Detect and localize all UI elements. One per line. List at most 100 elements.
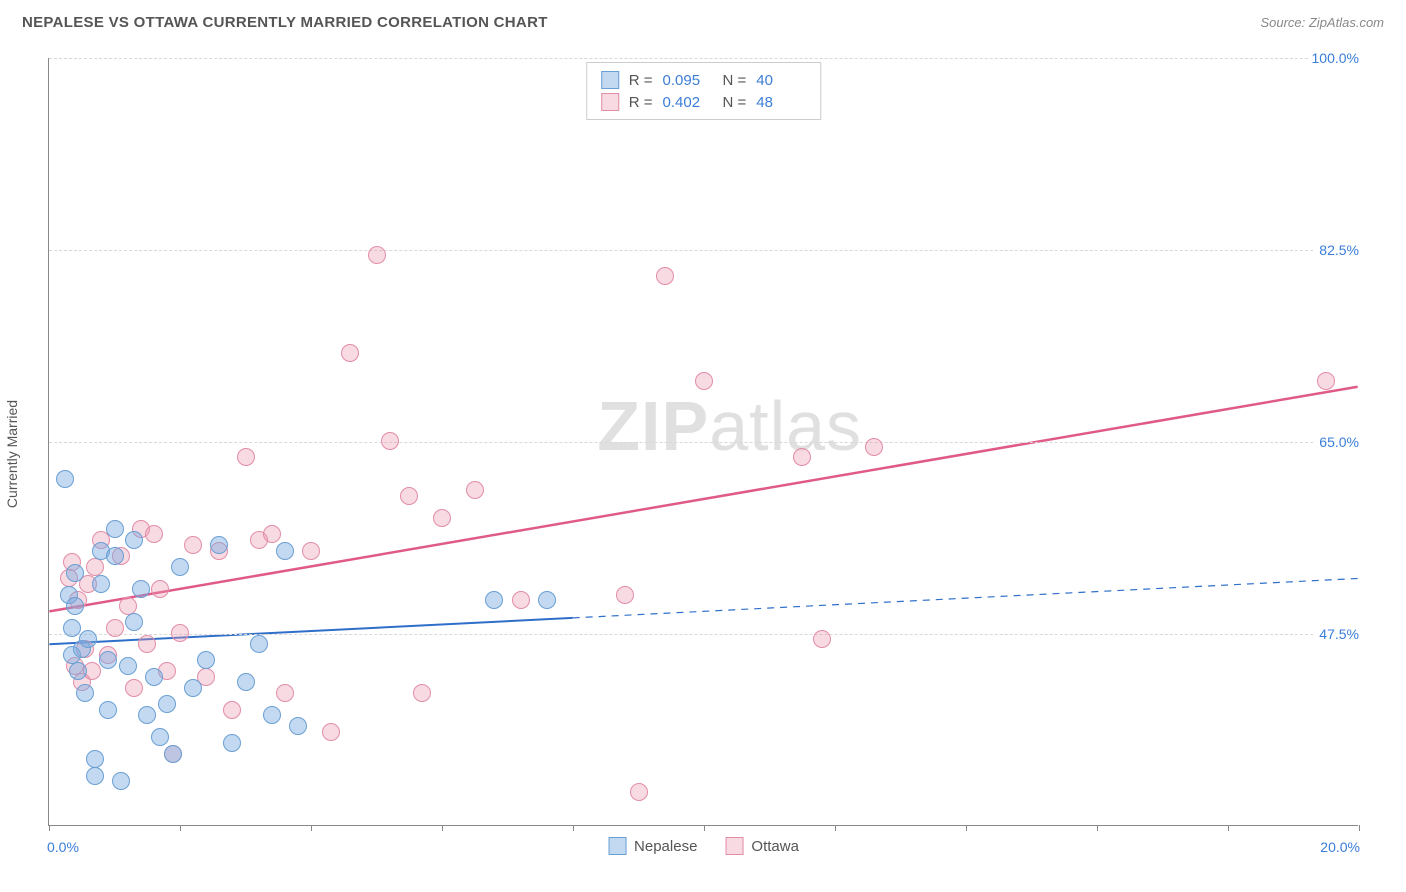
data-point bbox=[132, 580, 150, 598]
data-point bbox=[119, 597, 137, 615]
x-tick bbox=[573, 825, 574, 831]
data-point bbox=[86, 767, 104, 785]
stats-legend-row: R = 0.402 N = 48 bbox=[601, 91, 807, 113]
data-point bbox=[151, 728, 169, 746]
chart-title: NEPALESE VS OTTAWA CURRENTLY MARRIED COR… bbox=[22, 14, 548, 31]
data-point bbox=[289, 717, 307, 735]
data-point bbox=[865, 438, 883, 456]
series-legend-item: Nepalese bbox=[608, 837, 697, 855]
trendline-dashed bbox=[573, 578, 1358, 617]
legend-swatch bbox=[725, 837, 743, 855]
data-point bbox=[263, 706, 281, 724]
data-point bbox=[92, 575, 110, 593]
data-point bbox=[86, 750, 104, 768]
data-point bbox=[322, 723, 340, 741]
data-point bbox=[184, 679, 202, 697]
data-point bbox=[276, 542, 294, 560]
data-point bbox=[69, 662, 87, 680]
n-value: 40 bbox=[756, 72, 806, 89]
y-tick-label: 82.5% bbox=[1315, 242, 1363, 258]
r-value: 0.095 bbox=[663, 72, 713, 89]
data-point bbox=[145, 525, 163, 543]
data-point bbox=[250, 635, 268, 653]
data-point bbox=[106, 619, 124, 637]
series-label: Ottawa bbox=[751, 838, 799, 855]
data-point bbox=[106, 520, 124, 538]
data-point bbox=[138, 706, 156, 724]
data-point bbox=[341, 344, 359, 362]
data-point bbox=[138, 635, 156, 653]
data-point bbox=[171, 624, 189, 642]
y-tick-label: 65.0% bbox=[1315, 434, 1363, 450]
data-point bbox=[125, 531, 143, 549]
data-point bbox=[485, 591, 503, 609]
data-point bbox=[125, 679, 143, 697]
data-point bbox=[381, 432, 399, 450]
source-attribution: Source: ZipAtlas.com bbox=[1260, 15, 1384, 30]
n-value: 48 bbox=[756, 94, 806, 111]
gridline bbox=[49, 58, 1358, 59]
data-point bbox=[56, 470, 74, 488]
y-tick-label: 100.0% bbox=[1308, 50, 1363, 66]
data-point bbox=[197, 651, 215, 669]
y-tick-label: 47.5% bbox=[1315, 626, 1363, 642]
x-tick bbox=[442, 825, 443, 831]
data-point bbox=[79, 630, 97, 648]
legend-swatch bbox=[608, 837, 626, 855]
gridline bbox=[49, 442, 1358, 443]
data-point bbox=[368, 246, 386, 264]
data-point bbox=[223, 734, 241, 752]
data-point bbox=[66, 597, 84, 615]
data-point bbox=[413, 684, 431, 702]
data-point bbox=[112, 772, 130, 790]
data-point bbox=[76, 684, 94, 702]
data-point bbox=[158, 695, 176, 713]
x-tick bbox=[311, 825, 312, 831]
legend-swatch bbox=[601, 93, 619, 111]
data-point bbox=[512, 591, 530, 609]
data-point bbox=[263, 525, 281, 543]
data-point bbox=[63, 619, 81, 637]
data-point bbox=[793, 448, 811, 466]
data-point bbox=[302, 542, 320, 560]
data-point bbox=[616, 586, 634, 604]
data-point bbox=[151, 580, 169, 598]
data-point bbox=[695, 372, 713, 390]
data-point bbox=[210, 536, 228, 554]
data-point bbox=[466, 481, 484, 499]
data-point bbox=[86, 558, 104, 576]
x-tick bbox=[966, 825, 967, 831]
x-tick bbox=[180, 825, 181, 831]
legend-swatch bbox=[601, 71, 619, 89]
data-point bbox=[237, 448, 255, 466]
data-point bbox=[164, 745, 182, 763]
y-axis-title: Currently Married bbox=[4, 400, 20, 508]
data-point bbox=[276, 684, 294, 702]
x-tick bbox=[49, 825, 50, 831]
data-point bbox=[145, 668, 163, 686]
data-point bbox=[171, 558, 189, 576]
data-point bbox=[99, 701, 117, 719]
x-tick bbox=[704, 825, 705, 831]
x-tick bbox=[1359, 825, 1360, 831]
data-point bbox=[66, 564, 84, 582]
watermark: ZIPatlas bbox=[597, 386, 862, 466]
x-tick bbox=[1097, 825, 1098, 831]
x-tick bbox=[1228, 825, 1229, 831]
data-point bbox=[184, 536, 202, 554]
x-axis-min-label: 0.0% bbox=[47, 839, 79, 855]
data-point bbox=[119, 657, 137, 675]
x-axis-max-label: 20.0% bbox=[1320, 839, 1360, 855]
gridline bbox=[49, 634, 1358, 635]
data-point bbox=[223, 701, 241, 719]
stats-legend-row: R = 0.095 N = 40 bbox=[601, 69, 807, 91]
r-value: 0.402 bbox=[663, 94, 713, 111]
series-legend-item: Ottawa bbox=[725, 837, 799, 855]
data-point bbox=[125, 613, 143, 631]
trendline-solid bbox=[49, 387, 1357, 612]
data-point bbox=[433, 509, 451, 527]
data-point bbox=[538, 591, 556, 609]
scatter-chart: ZIPatlas R = 0.095 N = 40 R = 0.402 N = … bbox=[48, 58, 1358, 826]
gridline bbox=[49, 250, 1358, 251]
data-point bbox=[237, 673, 255, 691]
